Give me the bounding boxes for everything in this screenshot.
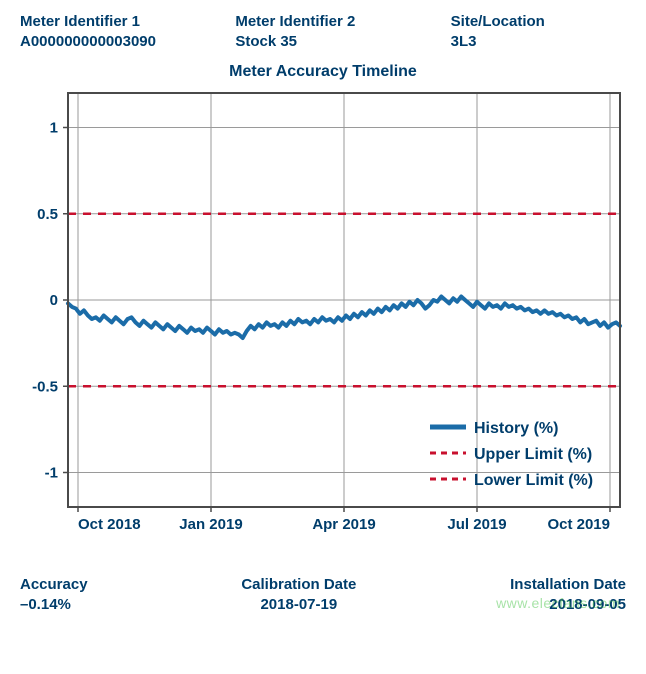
svg-text:Apr 2019: Apr 2019 [312,516,375,533]
header-label-1: Meter Identifier 1 [20,12,195,32]
svg-text:Lower Limit (%): Lower Limit (%) [474,472,593,489]
header-value-3: 3L3 [451,32,626,52]
header-label-2: Meter Identifier 2 [235,12,410,32]
svg-text:History (%): History (%) [474,420,558,437]
footer-col-accuracy: Accuracy –0.14% [20,575,88,616]
svg-text:Jul 2019: Jul 2019 [447,516,506,533]
watermark: www.elecfans.com [496,595,620,611]
header-col-3: Site/Location 3L3 [451,12,626,53]
footer-value-accuracy: –0.14% [20,595,88,615]
header-label-3: Site/Location [451,12,626,32]
chart-title: Meter Accuracy Timeline [20,63,626,81]
svg-text:Oct 2018: Oct 2018 [78,516,141,533]
header-col-1: Meter Identifier 1 A000000000003090 [20,12,195,53]
header-value-1: A000000000003090 [20,32,195,52]
svg-text:Upper Limit (%): Upper Limit (%) [474,446,592,463]
footer-label-calibration: Calibration Date [241,575,356,595]
svg-text:0.5: 0.5 [37,205,58,222]
header-col-2: Meter Identifier 2 Stock 35 [235,12,410,53]
svg-text:0: 0 [50,292,58,309]
svg-text:-0.5: -0.5 [32,378,58,395]
header-row: Meter Identifier 1 A000000000003090 Mete… [20,12,626,53]
svg-text:Oct 2019: Oct 2019 [547,516,610,533]
header-value-2: Stock 35 [235,32,410,52]
meter-accuracy-chart: 1 0.5 0 -0.5 -1 Oct 2018 Jan 2019 Apr 2019 Jul 2… [20,87,626,537]
svg-text:-1: -1 [45,464,58,481]
chart-container: 1 0.5 0 -0.5 -1 Oct 2018 Jan 2019 Apr 2019 Jul 2… [20,87,626,537]
svg-text:Jan 2019: Jan 2019 [179,516,242,533]
svg-text:1: 1 [50,119,58,136]
footer-col-calibration: Calibration Date 2018-07-19 [241,575,356,616]
footer-label-accuracy: Accuracy [20,575,88,595]
footer-value-calibration: 2018-07-19 [241,595,356,615]
footer-label-installation: Installation Date [510,575,626,595]
